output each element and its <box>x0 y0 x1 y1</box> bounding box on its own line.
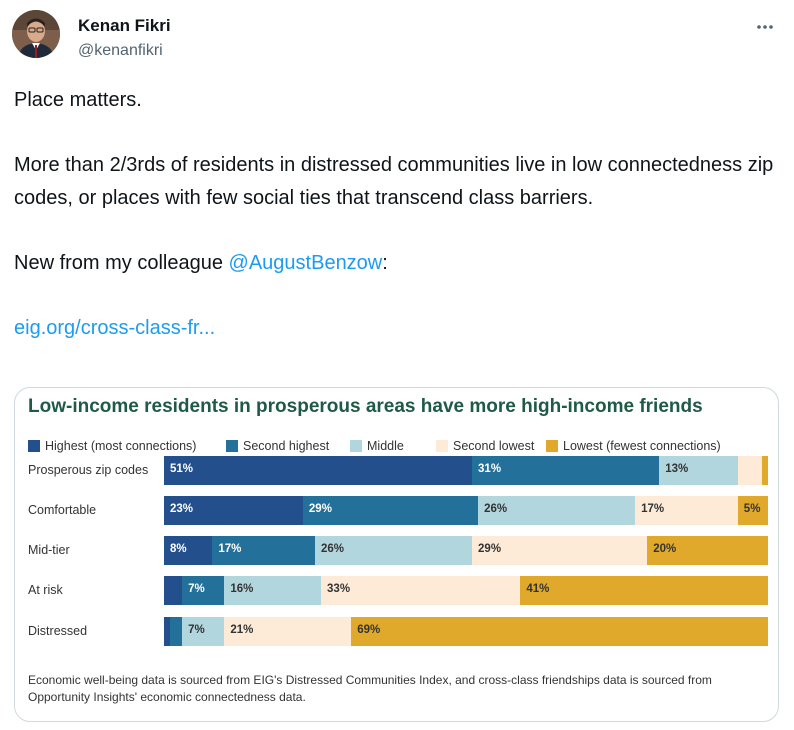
bar-segment: 51% <box>164 456 473 485</box>
legend-swatch <box>436 440 448 452</box>
bar-segment: 5% <box>737 496 768 525</box>
legend-item: Lowest (fewest connections) <box>546 439 721 453</box>
bar-segment: 17% <box>212 536 315 565</box>
data-label: 23% <box>170 503 194 515</box>
bar-segment: 69% <box>351 617 768 646</box>
bar-segment: 41% <box>520 576 768 605</box>
bar-segment: 17% <box>635 496 738 525</box>
bar-segment: 13% <box>659 456 738 485</box>
data-label: 41% <box>526 583 550 595</box>
category-label: Comfortable <box>28 503 97 517</box>
data-label: 21% <box>230 624 254 636</box>
data-label: 8% <box>170 543 187 555</box>
legend-swatch <box>28 440 40 452</box>
legend-label: Highest (most connections) <box>45 439 197 453</box>
bar-segment <box>164 617 171 646</box>
bar-segment: 7% <box>182 617 225 646</box>
chart-card[interactable]: Low-income residents in prosperous areas… <box>14 387 779 722</box>
data-label: 17% <box>641 503 665 515</box>
bar-segment: 33% <box>321 576 521 605</box>
data-label: 69% <box>357 624 381 636</box>
data-label: 7% <box>188 624 205 636</box>
data-label: 31% <box>478 463 502 475</box>
bar-segment <box>737 456 762 485</box>
legend-swatch <box>350 440 362 452</box>
author-handle[interactable]: @kenanfikri <box>78 42 163 59</box>
legend-label: Lowest (fewest connections) <box>563 439 721 453</box>
category-label: Distressed <box>28 624 88 638</box>
tweet-line: New from my colleague @AugustBenzow: <box>14 247 784 280</box>
data-label: 33% <box>327 583 351 595</box>
stacked-bar: 8% 17% 26% 29% 20% <box>164 536 768 565</box>
data-label: 16% <box>230 583 254 595</box>
data-label: 29% <box>478 543 502 555</box>
stacked-bar: 7% 21% 69% <box>164 617 768 646</box>
tweet-text-suffix: : <box>382 251 388 274</box>
tweet-text-prefix: New from my colleague <box>14 251 229 274</box>
data-label: 20% <box>653 543 677 555</box>
profile-photo-icon <box>12 10 60 58</box>
stacked-bar: 23% 29% 26% 17% 5% <box>164 496 768 525</box>
data-label: 13% <box>665 463 689 475</box>
category-label: Mid-tier <box>28 543 70 557</box>
data-label: 26% <box>484 503 508 515</box>
data-label: 26% <box>321 543 345 555</box>
more-horizontal-icon[interactable] <box>756 14 774 35</box>
bar-segment: 26% <box>315 536 473 565</box>
data-label: 5% <box>743 503 761 515</box>
bar-segment: 8% <box>164 536 213 565</box>
article-link[interactable]: eig.org/cross-class-fr... <box>14 316 216 339</box>
bar-segment <box>170 617 183 646</box>
bar-segment: 16% <box>224 576 322 605</box>
legend-item: Second highest <box>226 439 329 453</box>
chart-title: Low-income residents in prosperous areas… <box>28 396 703 417</box>
bar-segment: 21% <box>224 617 352 646</box>
legend-swatch <box>546 440 558 452</box>
data-label: 29% <box>308 503 332 515</box>
bar-segment: 31% <box>472 456 660 485</box>
bar-segment: 26% <box>478 496 636 525</box>
tweet-text: Place matters. More than 2/3rds of resid… <box>14 84 784 344</box>
data-label: 7% <box>188 583 205 595</box>
bar-segment: 23% <box>164 496 303 525</box>
chart-footnote: Economic well-being data is sourced from… <box>28 673 712 704</box>
legend-label: Middle <box>367 439 404 453</box>
legend-swatch <box>226 440 238 452</box>
stacked-bar: 7% 16% 33% 41% <box>164 576 768 605</box>
bar-segment: 20% <box>647 536 768 565</box>
bar-segment: 29% <box>472 536 648 565</box>
legend-label: Second highest <box>243 439 330 453</box>
tweet-header: Kenan Fikri @kenanfikri <box>12 6 782 66</box>
bar-segment <box>761 456 768 485</box>
bar-segment <box>164 576 183 605</box>
legend-label: Second lowest <box>453 439 535 453</box>
data-label: 17% <box>218 543 242 555</box>
legend-item: Middle <box>350 439 404 453</box>
legend-item: Second lowest <box>436 439 534 453</box>
category-label: Prosperous zip codes <box>28 463 149 477</box>
category-label: At risk <box>28 583 63 597</box>
avatar[interactable] <box>12 10 60 58</box>
mention-link[interactable]: @AugustBenzow <box>228 251 383 274</box>
bar-segment: 29% <box>302 496 479 525</box>
tweet-line: More than 2/3rds of residents in distres… <box>14 154 774 209</box>
bar-segment: 7% <box>182 576 225 605</box>
stacked-bar: 51% 31% 13% <box>164 456 768 485</box>
legend-item: Highest (most connections) <box>28 439 196 453</box>
tweet-line: Place matters. <box>14 89 142 111</box>
data-label: 51% <box>170 463 194 475</box>
author-name[interactable]: Kenan Fikri <box>78 16 171 35</box>
